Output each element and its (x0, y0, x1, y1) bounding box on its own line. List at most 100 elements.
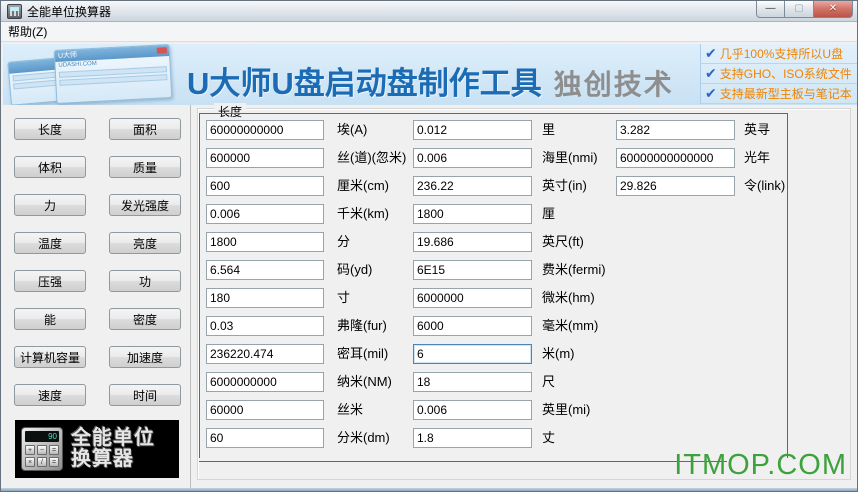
unit-label: 分米(dm) (337, 430, 390, 445)
unit-value-input[interactable] (616, 120, 735, 140)
sidebar-item-8[interactable]: 压强 (14, 270, 86, 292)
sidebar-item-1[interactable]: 面积 (109, 118, 181, 140)
sidebar: 长度 面积 体积 质量力 发光强度 温度 亮度 压强 功能 密度 计算机容量 加速度 速度 时间 90 +… (3, 105, 191, 488)
unit-label: 码(yd) (337, 262, 373, 277)
logo-text-line2: 换算器 (71, 448, 134, 470)
unit-label: 英里(mi) (542, 402, 591, 417)
unit-row: 千米(km) 厘 (191, 204, 851, 226)
sidebar-item-4[interactable]: 力 (14, 194, 86, 216)
sidebar-item-15[interactable]: 时间 (109, 384, 181, 406)
unit-value-input[interactable] (413, 288, 532, 308)
unit-label: 丝(道)(忽米) (337, 150, 407, 165)
unit-label: 密耳(mil) (337, 346, 389, 361)
unit-label: 微米(hm) (542, 290, 595, 305)
sidebar-item-12[interactable]: 计算机容量 (14, 346, 86, 368)
logo-calculator-key: / (37, 457, 47, 467)
close-icon: ✕ (828, 3, 838, 14)
unit-value-input[interactable] (206, 260, 324, 280)
unit-label: 英尺(ft) (542, 234, 584, 249)
sidebar-item-14[interactable]: 速度 (14, 384, 86, 406)
group-title: 长度 (214, 103, 247, 120)
sidebar-item-5[interactable]: 发光强度 (109, 194, 181, 216)
unit-value-input[interactable] (206, 400, 324, 420)
feature-text: 支持GHO、ISO系统文件 (719, 67, 852, 81)
unit-value-input[interactable] (413, 120, 532, 140)
sidebar-item-3[interactable]: 质量 (109, 156, 181, 178)
unit-value-input[interactable] (413, 232, 532, 252)
sidebar-item-10[interactable]: 能 (14, 308, 86, 330)
unit-value-input[interactable] (616, 148, 735, 168)
unit-value-input[interactable] (413, 316, 532, 336)
sidebar-item-2[interactable]: 体积 (14, 156, 86, 178)
unit-value-input[interactable] (413, 428, 532, 448)
unit-label: 弗隆(fur) (337, 318, 387, 333)
unit-value-input[interactable] (206, 176, 324, 196)
logo-calculator-icon: 90 + − = × / = (21, 427, 63, 471)
unit-label: 英寸(in) (542, 178, 587, 193)
sidebar-item-7[interactable]: 亮度 (109, 232, 181, 254)
unit-label: 分 (337, 234, 351, 249)
unit-value-input[interactable] (206, 344, 324, 364)
minimize-icon: — (765, 3, 776, 14)
unit-row: 厘米(cm) 英寸(in) 令(link) (191, 176, 851, 198)
unit-label: 里 (542, 122, 556, 137)
unit-label: 海里(nmi) (542, 150, 598, 165)
logo-calculator-key: × (25, 457, 35, 467)
sidebar-item-6[interactable]: 温度 (14, 232, 86, 254)
window-titlebar: 全能单位换算器 — ▢ ✕ (1, 1, 857, 22)
banner-headline: U大师U盘启动盘制作工具 (187, 66, 542, 101)
unit-value-input[interactable] (413, 372, 532, 392)
unit-value-input[interactable] (206, 148, 324, 168)
calculator-icon (7, 3, 22, 19)
unit-row: 码(yd) 费米(fermi) (191, 260, 851, 282)
unit-row: 丝米 英里(mi) (191, 400, 851, 422)
sidebar-item-9[interactable]: 功 (109, 270, 181, 292)
minimize-button[interactable]: — (756, 1, 785, 18)
feature-item: ✔ 几乎100%支持所以U盘 (701, 44, 857, 64)
window-title: 全能单位换算器 (27, 4, 112, 19)
unit-value-input[interactable] (206, 428, 324, 448)
sidebar-item-11[interactable]: 密度 (109, 308, 181, 330)
unit-value-input[interactable] (206, 120, 324, 140)
unit-label: 丝米 (337, 402, 364, 417)
menu-item-help[interactable]: 帮助(Z) (8, 25, 48, 39)
unit-row: 埃(A) 里 英寻 (191, 120, 851, 142)
unit-row: 寸 微米(hm) (191, 288, 851, 310)
unit-value-input[interactable] (616, 176, 735, 196)
unit-value-input[interactable] (206, 232, 324, 252)
unit-label: 丈 (542, 430, 556, 445)
unit-label: 光年 (744, 150, 771, 165)
unit-value-input[interactable] (413, 204, 532, 224)
banner-thumbnails: U大师 UDASHI.COM (3, 44, 183, 105)
checkmark-icon: ✔ (705, 85, 717, 101)
unit-label: 令(link) (744, 178, 786, 193)
maximize-button[interactable]: ▢ (785, 1, 814, 18)
unit-label: 米(m) (542, 346, 575, 361)
unit-value-input[interactable] (413, 260, 532, 280)
app-logo: 90 + − = × / = 全能单位 换算器 (15, 420, 179, 478)
logo-calculator-key: = (49, 445, 59, 455)
menubar: 帮助(Z) (1, 22, 857, 42)
unit-value-input[interactable] (413, 148, 532, 168)
unit-value-input[interactable] (206, 288, 324, 308)
unit-row: 丝(道)(忽米) 海里(nmi) 光年 (191, 148, 851, 170)
unit-value-input[interactable] (206, 372, 324, 392)
close-button[interactable]: ✕ (814, 1, 853, 18)
unit-value-input[interactable] (413, 400, 532, 420)
length-groupbox: 长度 (197, 103, 851, 480)
unit-label: 费米(fermi) (542, 262, 606, 277)
unit-value-input[interactable] (413, 176, 532, 196)
maximize-icon: ▢ (794, 3, 804, 14)
unit-label: 千米(km) (337, 206, 389, 221)
unit-value-input[interactable] (206, 316, 324, 336)
feature-text: 支持最新型主板与笔记本 (719, 87, 852, 101)
unit-label: 毫米(mm) (542, 318, 599, 333)
ad-banner[interactable]: U大师 UDASHI.COM U大师U盘启动盘制作工具 独创技术 ✔ 几乎100%… (3, 44, 857, 105)
unit-row: 分 英尺(ft) (191, 232, 851, 254)
sidebar-item-13[interactable]: 加速度 (109, 346, 181, 368)
unit-value-input[interactable] (413, 344, 532, 364)
thumb-title: U大师 (57, 51, 78, 60)
sidebar-item-0[interactable]: 长度 (14, 118, 86, 140)
thumbnail-window-front: U大师 UDASHI.COM (53, 44, 173, 104)
unit-value-input[interactable] (206, 204, 324, 224)
